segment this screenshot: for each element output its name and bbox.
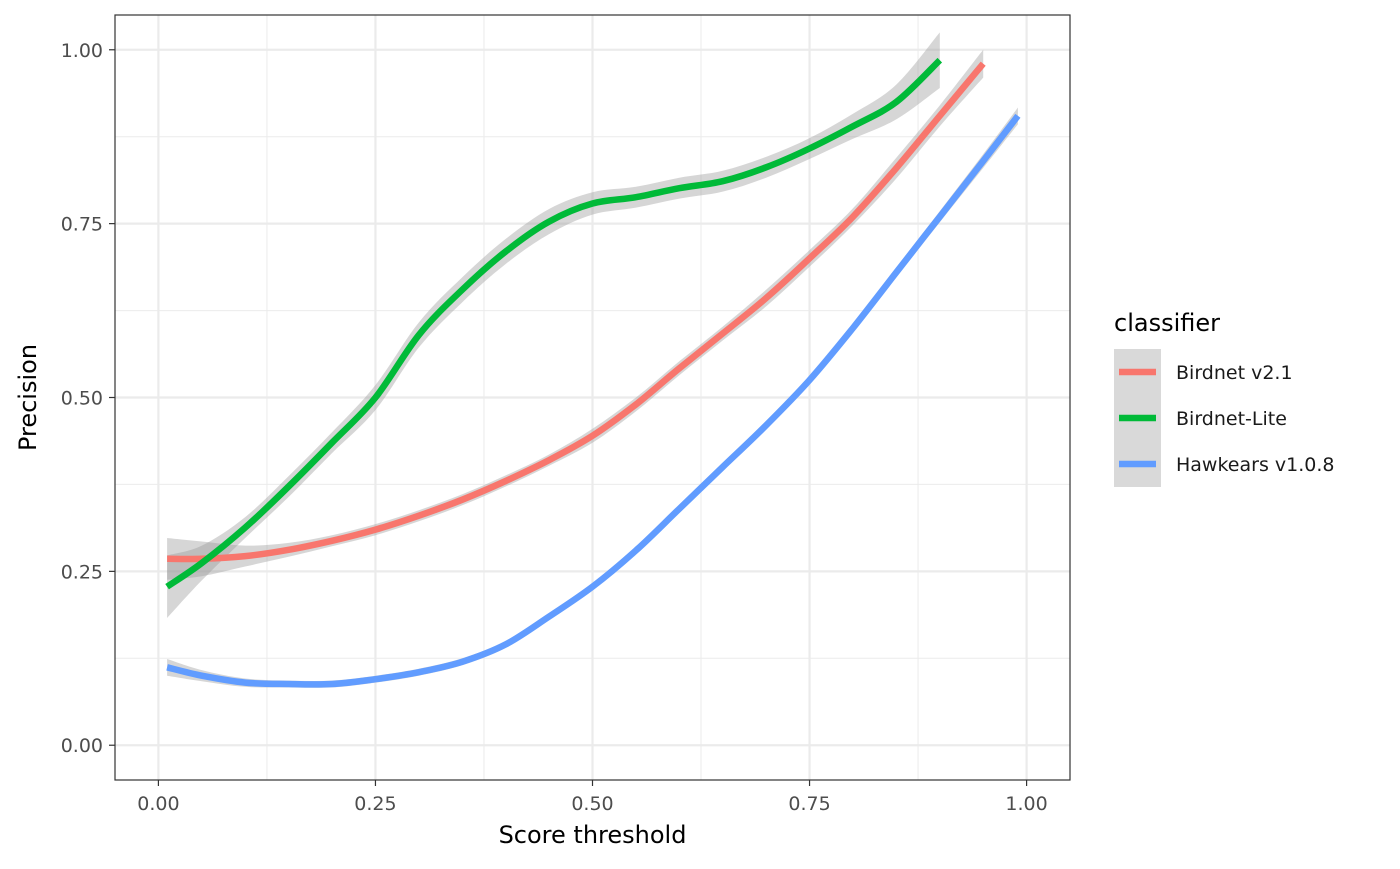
- y-tick-label: 0.50: [61, 388, 103, 410]
- legend-label: Hawkears v1.0.8: [1176, 454, 1334, 476]
- grid: [115, 15, 1070, 780]
- y-tick-label: 0.25: [61, 561, 103, 583]
- axes: 0.00 0.25 0.50 0.75 1.00 0.00 0.25 0.50 0.75 1.00: [61, 40, 1048, 815]
- series-line: [167, 61, 986, 563]
- x-axis-title: Score threshold: [499, 821, 687, 849]
- legend-items: Birdnet v2.1 Birdnet-Lite Hawkears v1.0.8: [1114, 349, 1334, 487]
- series-lines: [165, 57, 1021, 688]
- x-tick-label: 1.00: [1005, 793, 1047, 815]
- series-line: [166, 113, 1021, 688]
- confidence-band: [167, 32, 940, 618]
- x-tick-label: 0.50: [571, 793, 613, 815]
- legend-title: classifier: [1114, 309, 1220, 337]
- y-tick-label: 0.00: [61, 735, 103, 757]
- legend-label: Birdnet-Lite: [1176, 408, 1287, 430]
- x-tick-label: 0.25: [354, 793, 396, 815]
- y-tick-label: 1.00: [61, 40, 103, 62]
- y-axis-title: Precision: [14, 344, 42, 451]
- series-line: [165, 57, 943, 590]
- x-tick-label: 0.75: [788, 793, 830, 815]
- x-tick-label: 0.00: [137, 793, 179, 815]
- y-tick-label: 0.75: [61, 214, 103, 236]
- legend-label: Birdnet v2.1: [1176, 362, 1293, 384]
- confidence-bands: [167, 32, 1018, 688]
- legend: classifier Birdnet v2.1 Birdnet-Lite Hawke…: [1114, 309, 1334, 487]
